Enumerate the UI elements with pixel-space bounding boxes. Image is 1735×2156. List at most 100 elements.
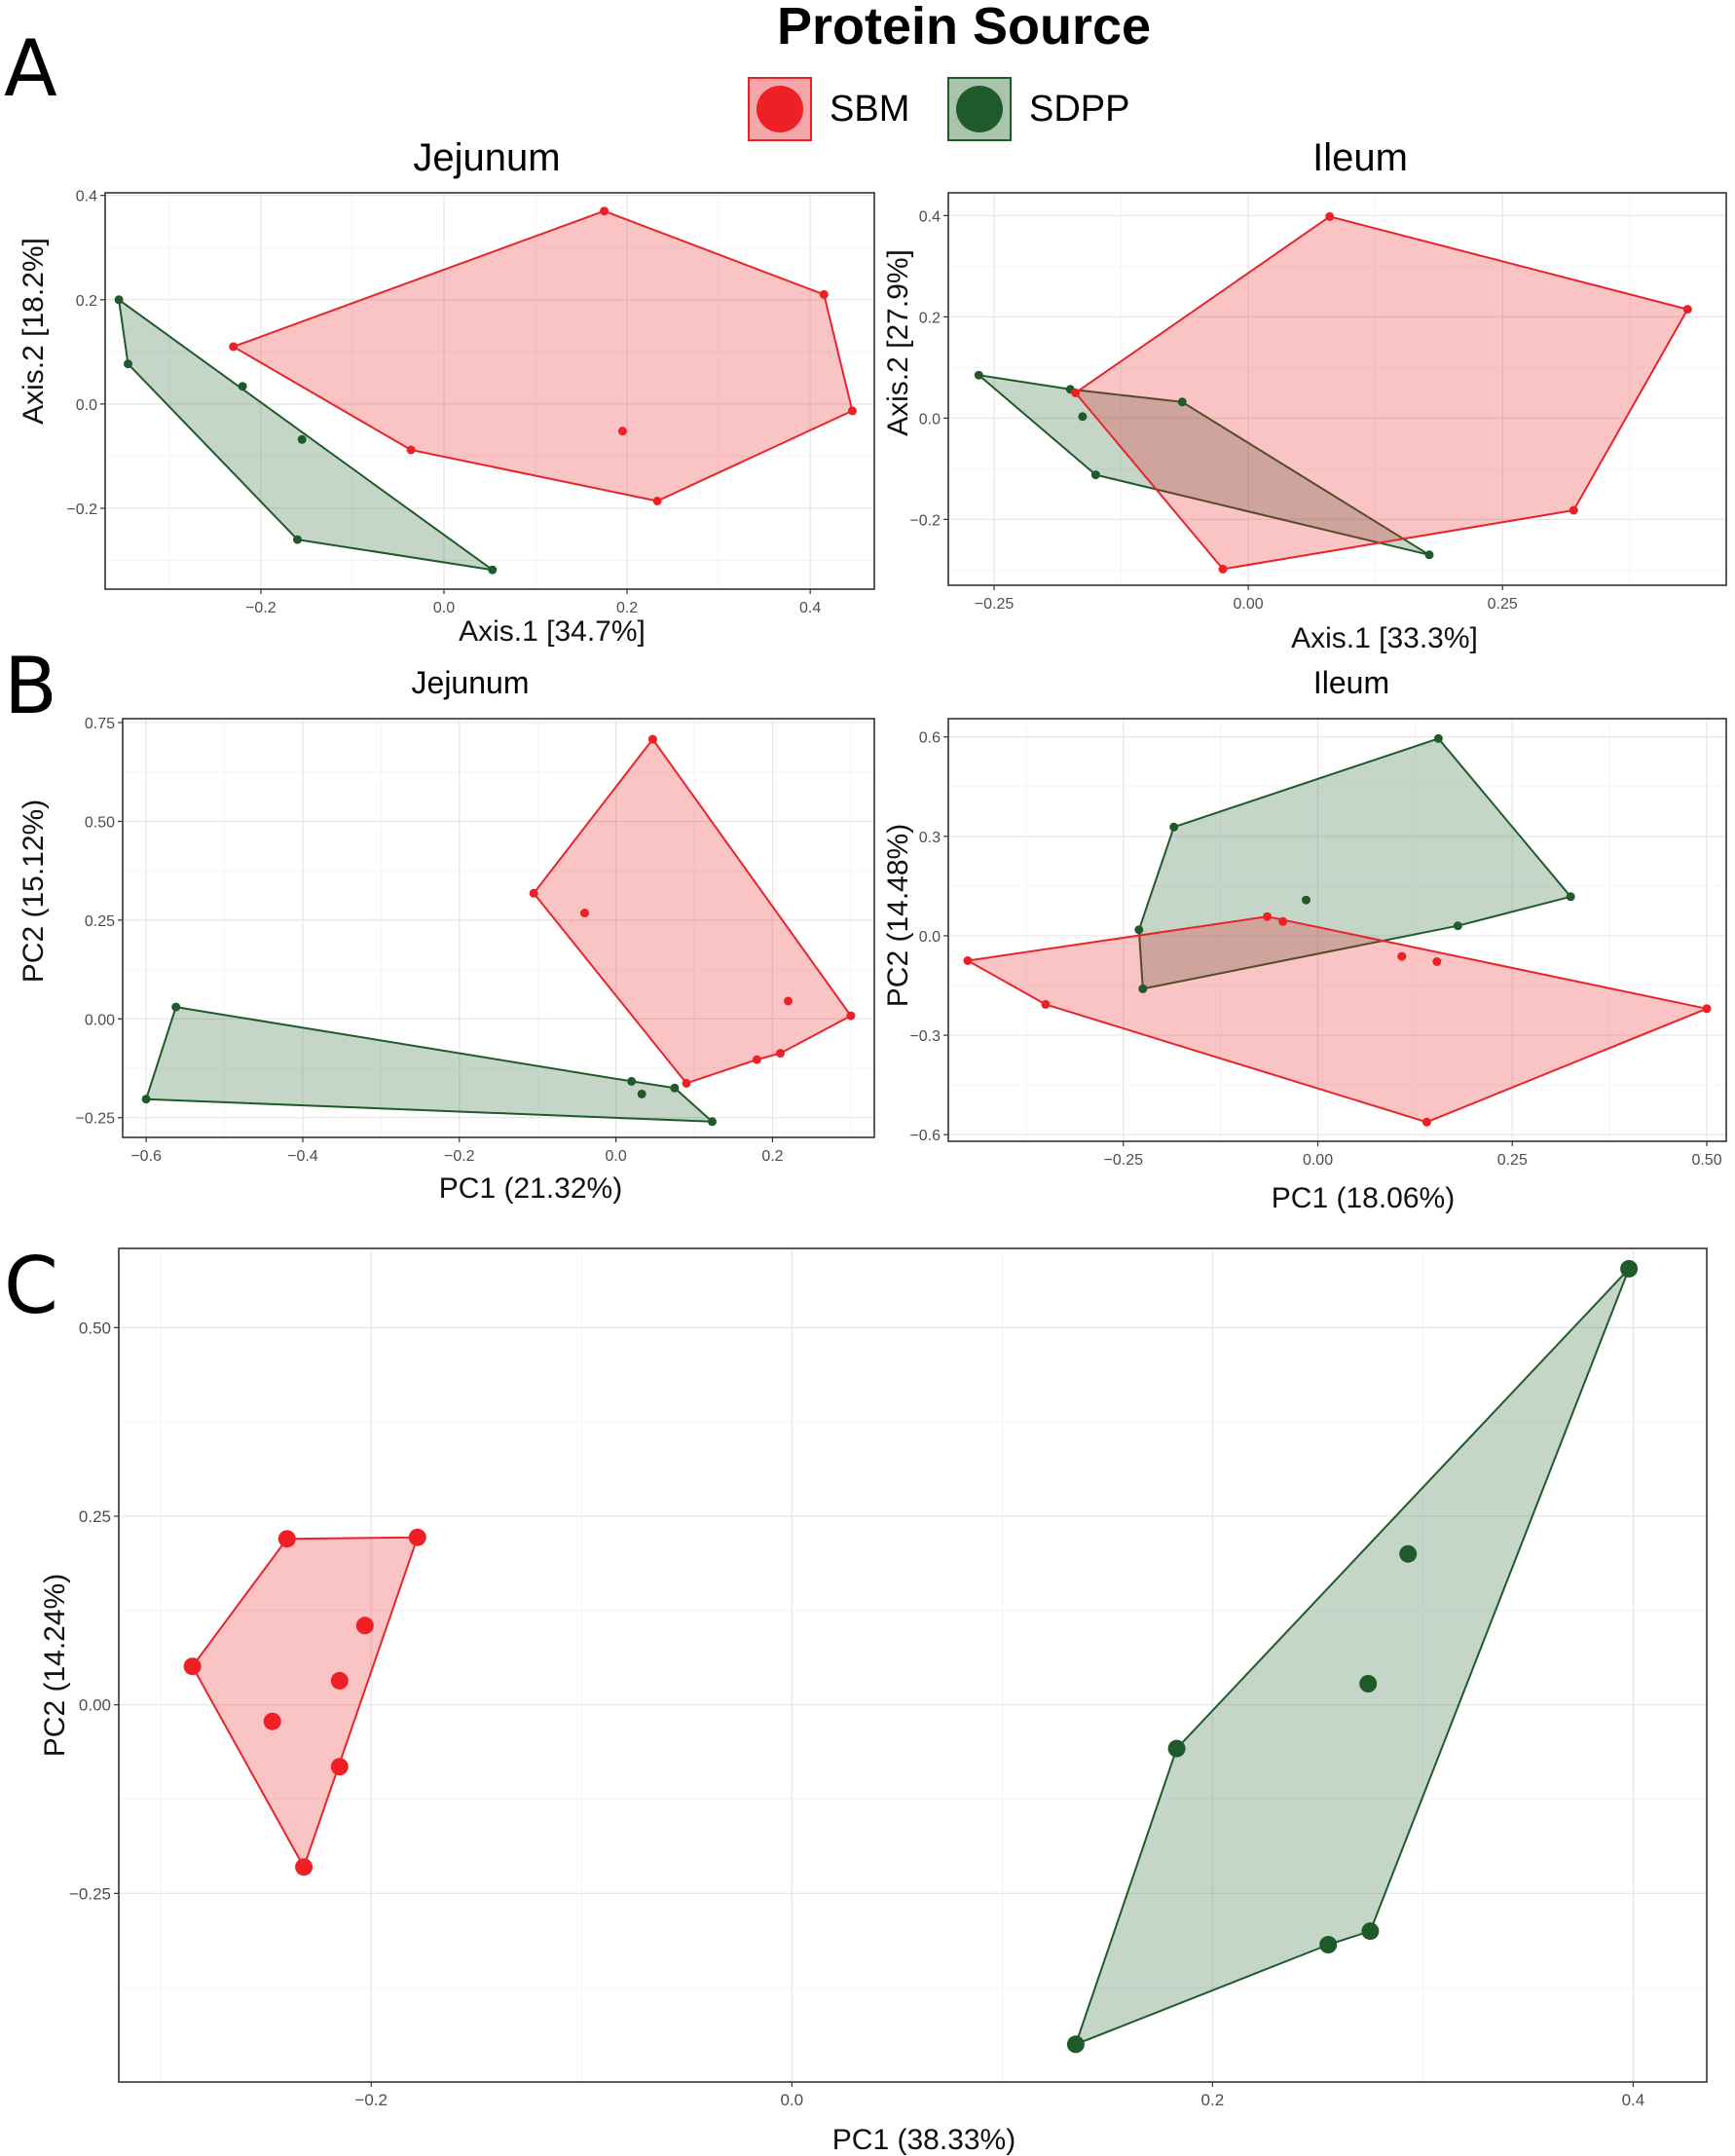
y-tick-label: 0.50 xyxy=(85,814,115,831)
legend-title: Protein Source xyxy=(777,0,1151,56)
plot-a-jejunum: −0.2 0.0 0.2 0.4 −0.2 0.0 0.2 0.4 Jejunum Axis.1 … xyxy=(18,136,875,648)
legend-label-sdpp: SDPP xyxy=(1029,89,1129,130)
point-sbm xyxy=(580,909,589,918)
x-tick-label: 0.0 xyxy=(780,2091,803,2109)
x-tick-label: −0.6 xyxy=(130,1148,162,1165)
legend: Protein Source SBM SDPP xyxy=(748,0,1151,141)
plot-title: Jejunum xyxy=(413,136,560,179)
point-sbm xyxy=(600,206,609,216)
point-sbm xyxy=(1218,564,1228,574)
point-sdpp xyxy=(1066,2035,1085,2054)
y-tick-label: 0.2 xyxy=(919,310,941,326)
point-sbm xyxy=(846,1011,856,1021)
plot-frame xyxy=(122,718,875,1138)
x-tick-label: 0.25 xyxy=(1488,596,1518,613)
plot-title: Jejunum xyxy=(412,665,530,700)
point-sdpp xyxy=(171,1002,181,1012)
x-axis-label: PC1 (21.32%) xyxy=(439,1172,622,1205)
y-tick-label: −0.6 xyxy=(909,1128,941,1144)
point-sbm xyxy=(277,1530,296,1548)
panel-label-b: B xyxy=(4,641,57,731)
y-tick-label: −0.25 xyxy=(76,1111,116,1128)
y-tick-label: 0.6 xyxy=(919,730,941,747)
x-tick-label: −0.25 xyxy=(1104,1152,1144,1169)
point-sbm xyxy=(652,497,662,505)
x-tick-label: 0.00 xyxy=(1303,1152,1333,1169)
point-sbm xyxy=(330,1671,349,1690)
point-sdpp xyxy=(141,1095,151,1104)
point-sdpp xyxy=(488,565,498,575)
y-tick-label: 0.0 xyxy=(76,397,97,414)
point-sdpp xyxy=(1078,412,1088,422)
x-tick-label: 0.2 xyxy=(1201,2091,1225,2109)
x-axis-label: Axis.1 [34.7%] xyxy=(459,615,646,648)
x-tick-label: 0.2 xyxy=(761,1148,783,1165)
point-sdpp xyxy=(1169,822,1179,832)
point-sbm xyxy=(1325,211,1335,221)
point-sdpp xyxy=(1361,1922,1380,1941)
x-tick-label: −0.2 xyxy=(245,600,277,616)
point-sdpp xyxy=(974,370,983,380)
point-sbm xyxy=(1263,911,1273,921)
point-sdpp xyxy=(1399,1544,1418,1563)
point-sdpp xyxy=(293,535,302,544)
point-sbm xyxy=(1278,916,1288,926)
x-tick-label: 0.4 xyxy=(799,600,821,616)
point-sbm xyxy=(784,996,793,1006)
hull-sdpp xyxy=(978,374,1430,556)
plot-title: Ileum xyxy=(1313,665,1389,700)
point-sdpp xyxy=(1167,1739,1186,1758)
plot-background xyxy=(948,719,1726,1141)
point-sbm xyxy=(819,289,829,299)
point-sbm xyxy=(682,1078,691,1088)
plot-frame xyxy=(104,192,875,590)
point-sdpp xyxy=(708,1117,717,1127)
plot-background xyxy=(119,1248,1707,2082)
y-axis-label: Axis.2 [18.2%] xyxy=(18,238,50,425)
point-sbm xyxy=(1682,305,1692,315)
point-sdpp xyxy=(1138,984,1148,993)
point-sdpp xyxy=(1302,895,1310,905)
point-sbm xyxy=(295,1858,314,1877)
y-axis-label: PC2 (15.12%) xyxy=(18,799,50,983)
point-sdpp xyxy=(238,382,247,391)
plot-background xyxy=(123,719,874,1137)
y-tick-label: −0.3 xyxy=(909,1028,941,1045)
x-tick-label: 0.50 xyxy=(1691,1152,1721,1169)
x-tick-label: 0.4 xyxy=(1622,2091,1645,2109)
point-sdpp xyxy=(1319,1936,1338,1953)
point-sbm xyxy=(1071,388,1081,397)
x-tick-label: 0.25 xyxy=(1497,1152,1528,1169)
y-axis-label: Axis.2 [27.9%] xyxy=(882,249,914,436)
plot-frame xyxy=(947,718,1727,1142)
plot-title: Ileum xyxy=(1312,136,1408,179)
point-sbm xyxy=(406,445,416,455)
point-sbm xyxy=(647,734,657,744)
point-sbm xyxy=(408,1528,426,1546)
y-tick-label: 0.4 xyxy=(76,189,97,205)
point-sdpp xyxy=(1566,892,1575,902)
y-tick-label: −0.2 xyxy=(909,512,941,529)
point-sdpp xyxy=(670,1083,680,1093)
point-sdpp xyxy=(637,1089,646,1098)
panel-label-a: A xyxy=(4,23,57,114)
y-tick-label: 0.50 xyxy=(79,1319,111,1337)
plot-frame xyxy=(118,1247,1708,2083)
x-tick-label: −0.2 xyxy=(444,1148,475,1165)
plot-frame xyxy=(947,192,1727,586)
point-sdpp xyxy=(1433,733,1443,743)
x-axis-label: Axis.1 [33.3%] xyxy=(1291,622,1478,654)
point-sbm xyxy=(1041,999,1051,1009)
point-sdpp xyxy=(1177,397,1187,407)
legend-dot-sbm xyxy=(757,86,803,132)
hull-sdpp xyxy=(145,1006,714,1123)
point-sdpp xyxy=(1620,1259,1639,1278)
x-axis-label: PC1 (18.06%) xyxy=(1272,1182,1455,1214)
point-sbm xyxy=(1702,1004,1712,1014)
x-tick-label: 0.0 xyxy=(433,600,455,616)
point-sdpp xyxy=(1424,550,1434,560)
point-sdpp xyxy=(124,359,132,369)
hull-sbm xyxy=(967,915,1708,1124)
y-tick-label: 0.0 xyxy=(919,411,941,427)
y-tick-label: 0.4 xyxy=(919,208,941,225)
